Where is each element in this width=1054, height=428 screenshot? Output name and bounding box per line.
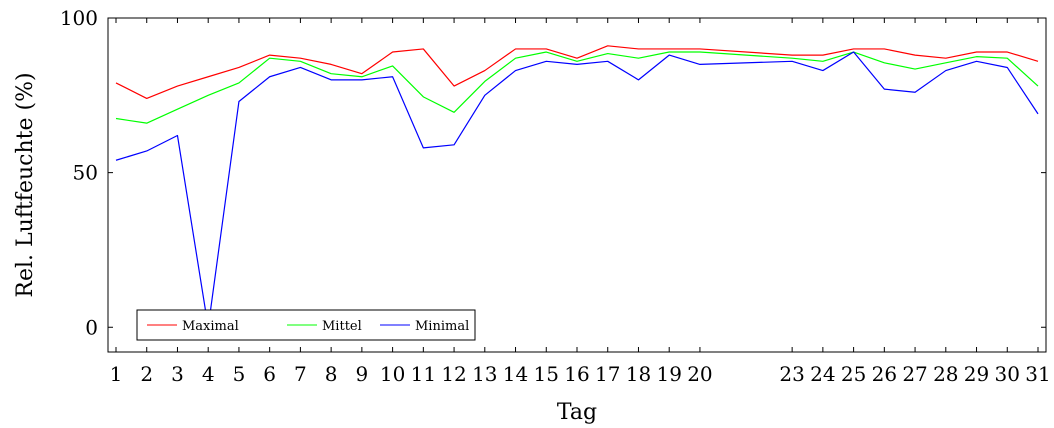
axis-ticks <box>108 17 1046 352</box>
x-tick-label: 12 <box>441 362 466 386</box>
x-tick-label: 9 <box>355 362 368 386</box>
series-line-mittel <box>115 51 1039 124</box>
x-tick-label: 17 <box>595 362 620 386</box>
plot-frame <box>107 17 1047 353</box>
x-tick-label: 18 <box>626 362 651 386</box>
x-tick-label: 7 <box>294 362 307 386</box>
x-tick-label: 19 <box>656 362 681 386</box>
x-tick-label: 6 <box>263 362 276 386</box>
legend-label-minimal: Minimal <box>415 319 469 334</box>
legend-label-maximal: Maximal <box>182 319 239 334</box>
x-tick-label: 26 <box>872 362 897 386</box>
y-tick-label: 50 <box>73 161 98 185</box>
x-tick-label: 20 <box>687 362 712 386</box>
x-tick-label: 25 <box>841 362 866 386</box>
x-axis-title: Tag <box>557 400 597 425</box>
x-tick-label: 1 <box>110 362 123 386</box>
x-tick-label: 16 <box>564 362 589 386</box>
series-line-maximal <box>115 45 1039 100</box>
x-tick-label: 8 <box>325 362 338 386</box>
x-tick-label: 28 <box>933 362 958 386</box>
x-tick-label: 3 <box>171 362 184 386</box>
series-lines <box>115 45 1039 328</box>
legend-label-mittel: Mittel <box>322 319 362 334</box>
x-tick-label: 2 <box>140 362 153 386</box>
x-tick-label: 24 <box>810 362 835 386</box>
x-tick-label: 14 <box>503 362 528 386</box>
y-axis-title: Rel. Luftfeuchte (%) <box>13 72 38 297</box>
x-tick-label: 31 <box>1025 362 1050 386</box>
legend: Maximal Mittel Minimal <box>136 309 476 341</box>
x-tick-label: 10 <box>380 362 405 386</box>
x-tick-label: 13 <box>472 362 497 386</box>
x-tick-label: 15 <box>534 362 559 386</box>
y-tick-label: 100 <box>60 6 98 30</box>
x-tick-label: 29 <box>964 362 989 386</box>
x-tick-label: 27 <box>902 362 927 386</box>
x-tick-label: 4 <box>202 362 215 386</box>
x-tick-label: 11 <box>411 362 436 386</box>
x-tick-label: 23 <box>779 362 804 386</box>
x-tick-label: 5 <box>233 362 246 386</box>
x-tick-label: 30 <box>995 362 1020 386</box>
y-tick-label: 0 <box>85 315 98 339</box>
series-line-minimal <box>115 51 1039 328</box>
